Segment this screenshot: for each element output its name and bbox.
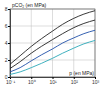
tick-mark — [8, 26, 10, 27]
series-line — [10, 30, 95, 72]
y-tick: 0 — [5, 74, 10, 80]
tick-mark — [8, 9, 10, 10]
tick-label: 10¹ — [49, 79, 57, 85]
grid-line — [10, 26, 95, 27]
tick-mark — [8, 60, 10, 61]
y-tick: 6 — [5, 23, 10, 29]
y-axis: 0 2 4 6 8 — [5, 6, 11, 80]
series-line — [10, 11, 95, 65]
y-tick: 4 — [5, 40, 10, 46]
grid — [10, 9, 95, 77]
x-axis: 10⁻¹10⁰10¹10²10³ — [6, 77, 100, 85]
x-tick: 10¹ — [49, 77, 57, 85]
y-axis-title: pCO₂ (en MPa) — [12, 2, 47, 8]
x-tick: 10² — [71, 77, 79, 85]
x-axis-title: p (en MPa) — [69, 70, 94, 76]
grid-line — [10, 43, 95, 44]
y-tick: 2 — [5, 57, 10, 63]
x-tick: 10⁰ — [28, 77, 36, 85]
plot: 10⁻¹10⁰10¹10²10³02468 — [5, 6, 100, 84]
tick-label: 4 — [5, 40, 8, 46]
tick-label: 6 — [5, 23, 8, 29]
tick-label: 0 — [5, 74, 8, 80]
tick-label: 10² — [71, 79, 79, 85]
tick-label: 8 — [5, 6, 8, 12]
tick-mark — [8, 43, 10, 44]
tick-label: 10⁰ — [28, 79, 36, 85]
axis-line — [8, 10, 11, 78]
x-tick: 10³ — [92, 77, 100, 85]
tick-label: 2 — [5, 57, 8, 63]
frame — [10, 9, 95, 77]
chart: 10⁻¹10⁰10¹10²10³02468pCO₂ (en MPa)p (en … — [0, 0, 100, 86]
y-tick: 8 — [5, 6, 10, 12]
tick-mark — [8, 77, 10, 78]
series-group — [10, 11, 95, 75]
tick-label: 10³ — [92, 79, 100, 85]
